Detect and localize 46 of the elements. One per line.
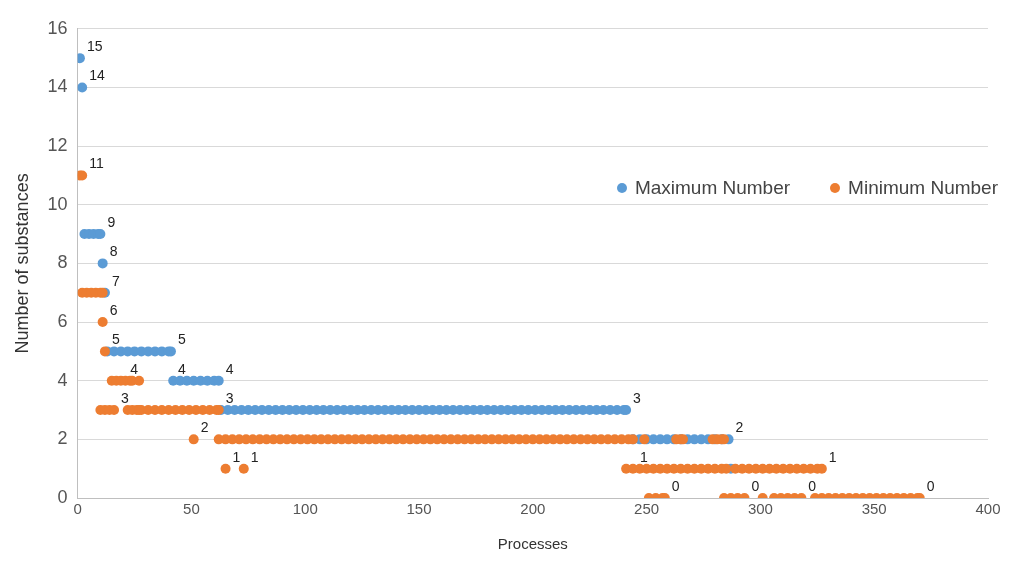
annotation: 9	[107, 213, 116, 230]
annotation: 2	[200, 419, 209, 436]
annotation: 11	[89, 155, 104, 172]
annotation: 1	[828, 448, 837, 465]
x-tick-label: 0	[73, 500, 82, 518]
x-tick-label: 350	[861, 500, 887, 518]
annotation: 4	[225, 360, 234, 377]
x-tick-label: 300	[747, 500, 773, 518]
annotation: 14	[89, 67, 105, 84]
annotation: 1	[232, 448, 241, 465]
y-tick-label: 6	[57, 311, 68, 332]
annotation: 2	[735, 419, 744, 436]
y-axis-title: Number of substances	[11, 173, 32, 354]
x-tick-label: 400	[975, 500, 1001, 518]
legend-label: Maximum Number	[634, 177, 791, 200]
y-tick-label: 14	[47, 76, 68, 97]
annotation: 4	[130, 360, 139, 377]
annotation: 0	[671, 477, 680, 494]
annotation: 5	[177, 331, 186, 348]
annotation: 3	[225, 389, 234, 406]
x-tick-label: 100	[292, 500, 318, 518]
annotation: 15	[86, 37, 103, 54]
annotation: 3	[121, 389, 130, 406]
x-tick-label: 150	[406, 500, 432, 518]
y-tick-label: 10	[47, 193, 68, 214]
annotation: 3	[633, 389, 642, 406]
y-tick-label: 12	[47, 135, 68, 156]
y-tick-label: 8	[57, 252, 68, 273]
annotation: 8	[109, 243, 118, 260]
annotation: 0	[808, 477, 817, 494]
x-tick-label: 200	[520, 500, 546, 518]
annotation: 4	[177, 360, 186, 377]
legend-label: Minimum Number	[848, 177, 998, 200]
annotation: 0	[751, 477, 760, 494]
x-axis-title: Processes	[497, 535, 568, 553]
x-tick-label: 50	[183, 500, 200, 518]
annotation: 7	[111, 272, 120, 289]
y-tick-label: 2	[57, 428, 68, 449]
annotation: 0	[926, 477, 935, 494]
x-tick-label: 250	[634, 500, 660, 518]
annotation: 6	[109, 301, 118, 318]
annotation: 5	[111, 331, 120, 348]
y-tick-label: 16	[47, 17, 68, 38]
y-tick-label: 4	[57, 369, 68, 390]
annotation: 1	[639, 448, 648, 465]
annotation: 1	[250, 448, 259, 465]
